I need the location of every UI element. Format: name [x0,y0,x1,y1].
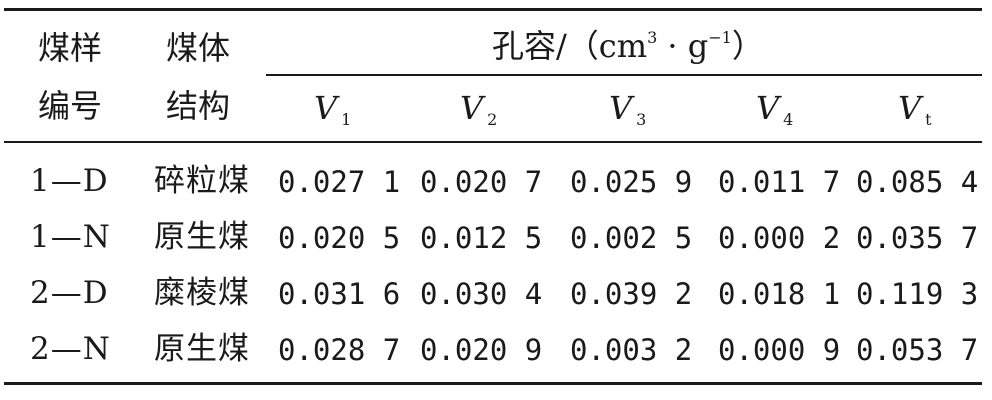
row-1-v2: 0.020 7 [420,165,543,199]
row-4-v1: 0.028 7 [278,333,401,367]
row-4-v2: 0.020 9 [420,333,543,367]
row-1-vt: 0.085 4 [856,165,979,199]
row-3-id: 2—D [30,275,109,311]
row-3-v3: 0.039 2 [570,277,693,311]
row-2-v4: 0.000 2 [718,221,841,255]
pore-volume-subheader-rule [266,74,982,76]
header-v3-symbol: V [609,89,633,127]
header-structure-line1: 煤体 [166,29,231,67]
header-sample-line1: 煤样 [38,29,103,67]
header-v4-symbol: V [756,89,780,127]
header-bottom-rule [4,141,982,143]
row-1-v4: 0.011 7 [718,165,841,199]
header-pore-volume-mid: · g [657,27,709,65]
header-vt-symbol: V [898,89,922,127]
header-v4-sub: 4 [783,110,794,129]
header-v1-sub: 1 [341,110,352,129]
row-3-v1: 0.031 6 [278,277,401,311]
header-structure-line2: 结构 [166,87,231,125]
row-1-structure: 碎粒煤 [154,163,250,199]
top-rule [4,8,982,11]
header-v1-symbol: V [314,89,338,127]
row-1-v3: 0.025 9 [570,165,693,199]
header-pore-volume-prefix: 孔容/（cm [492,27,648,65]
row-2-v3: 0.002 5 [570,221,693,255]
row-1-id: 1—D [30,163,109,199]
row-2-structure: 原生煤 [154,219,250,255]
row-3-v2: 0.030 4 [420,277,543,311]
row-3-vt: 0.119 3 [856,277,979,311]
row-4-id: 2—N [30,331,111,367]
header-v2-sub: 2 [487,110,498,129]
header-pore-volume-sup2: −1 [708,28,732,47]
header-pore-volume-suffix: ） [731,27,764,65]
bottom-rule [4,382,982,385]
row-1-v1: 0.027 1 [278,165,401,199]
row-4-vt: 0.053 7 [856,333,979,367]
row-2-id: 1—N [30,219,111,255]
header-v3-sub: 3 [636,110,647,129]
header-pore-volume-sup1: 3 [647,28,658,47]
header-sample-line2: 编号 [38,87,103,125]
row-4-v3: 0.003 2 [570,333,693,367]
row-2-vt: 0.035 7 [856,221,979,255]
row-3-v4: 0.018 1 [718,277,841,311]
header-v2-symbol: V [460,89,484,127]
row-4-v4: 0.000 9 [718,333,841,367]
row-2-v1: 0.020 5 [278,221,401,255]
row-4-structure: 原生煤 [154,331,250,367]
row-3-structure: 糜棱煤 [154,275,250,311]
row-2-v2: 0.012 5 [420,221,543,255]
header-pore-volume: 孔容/（cm3 · g−1） [492,27,764,65]
header-vt-sub: t [925,110,932,129]
